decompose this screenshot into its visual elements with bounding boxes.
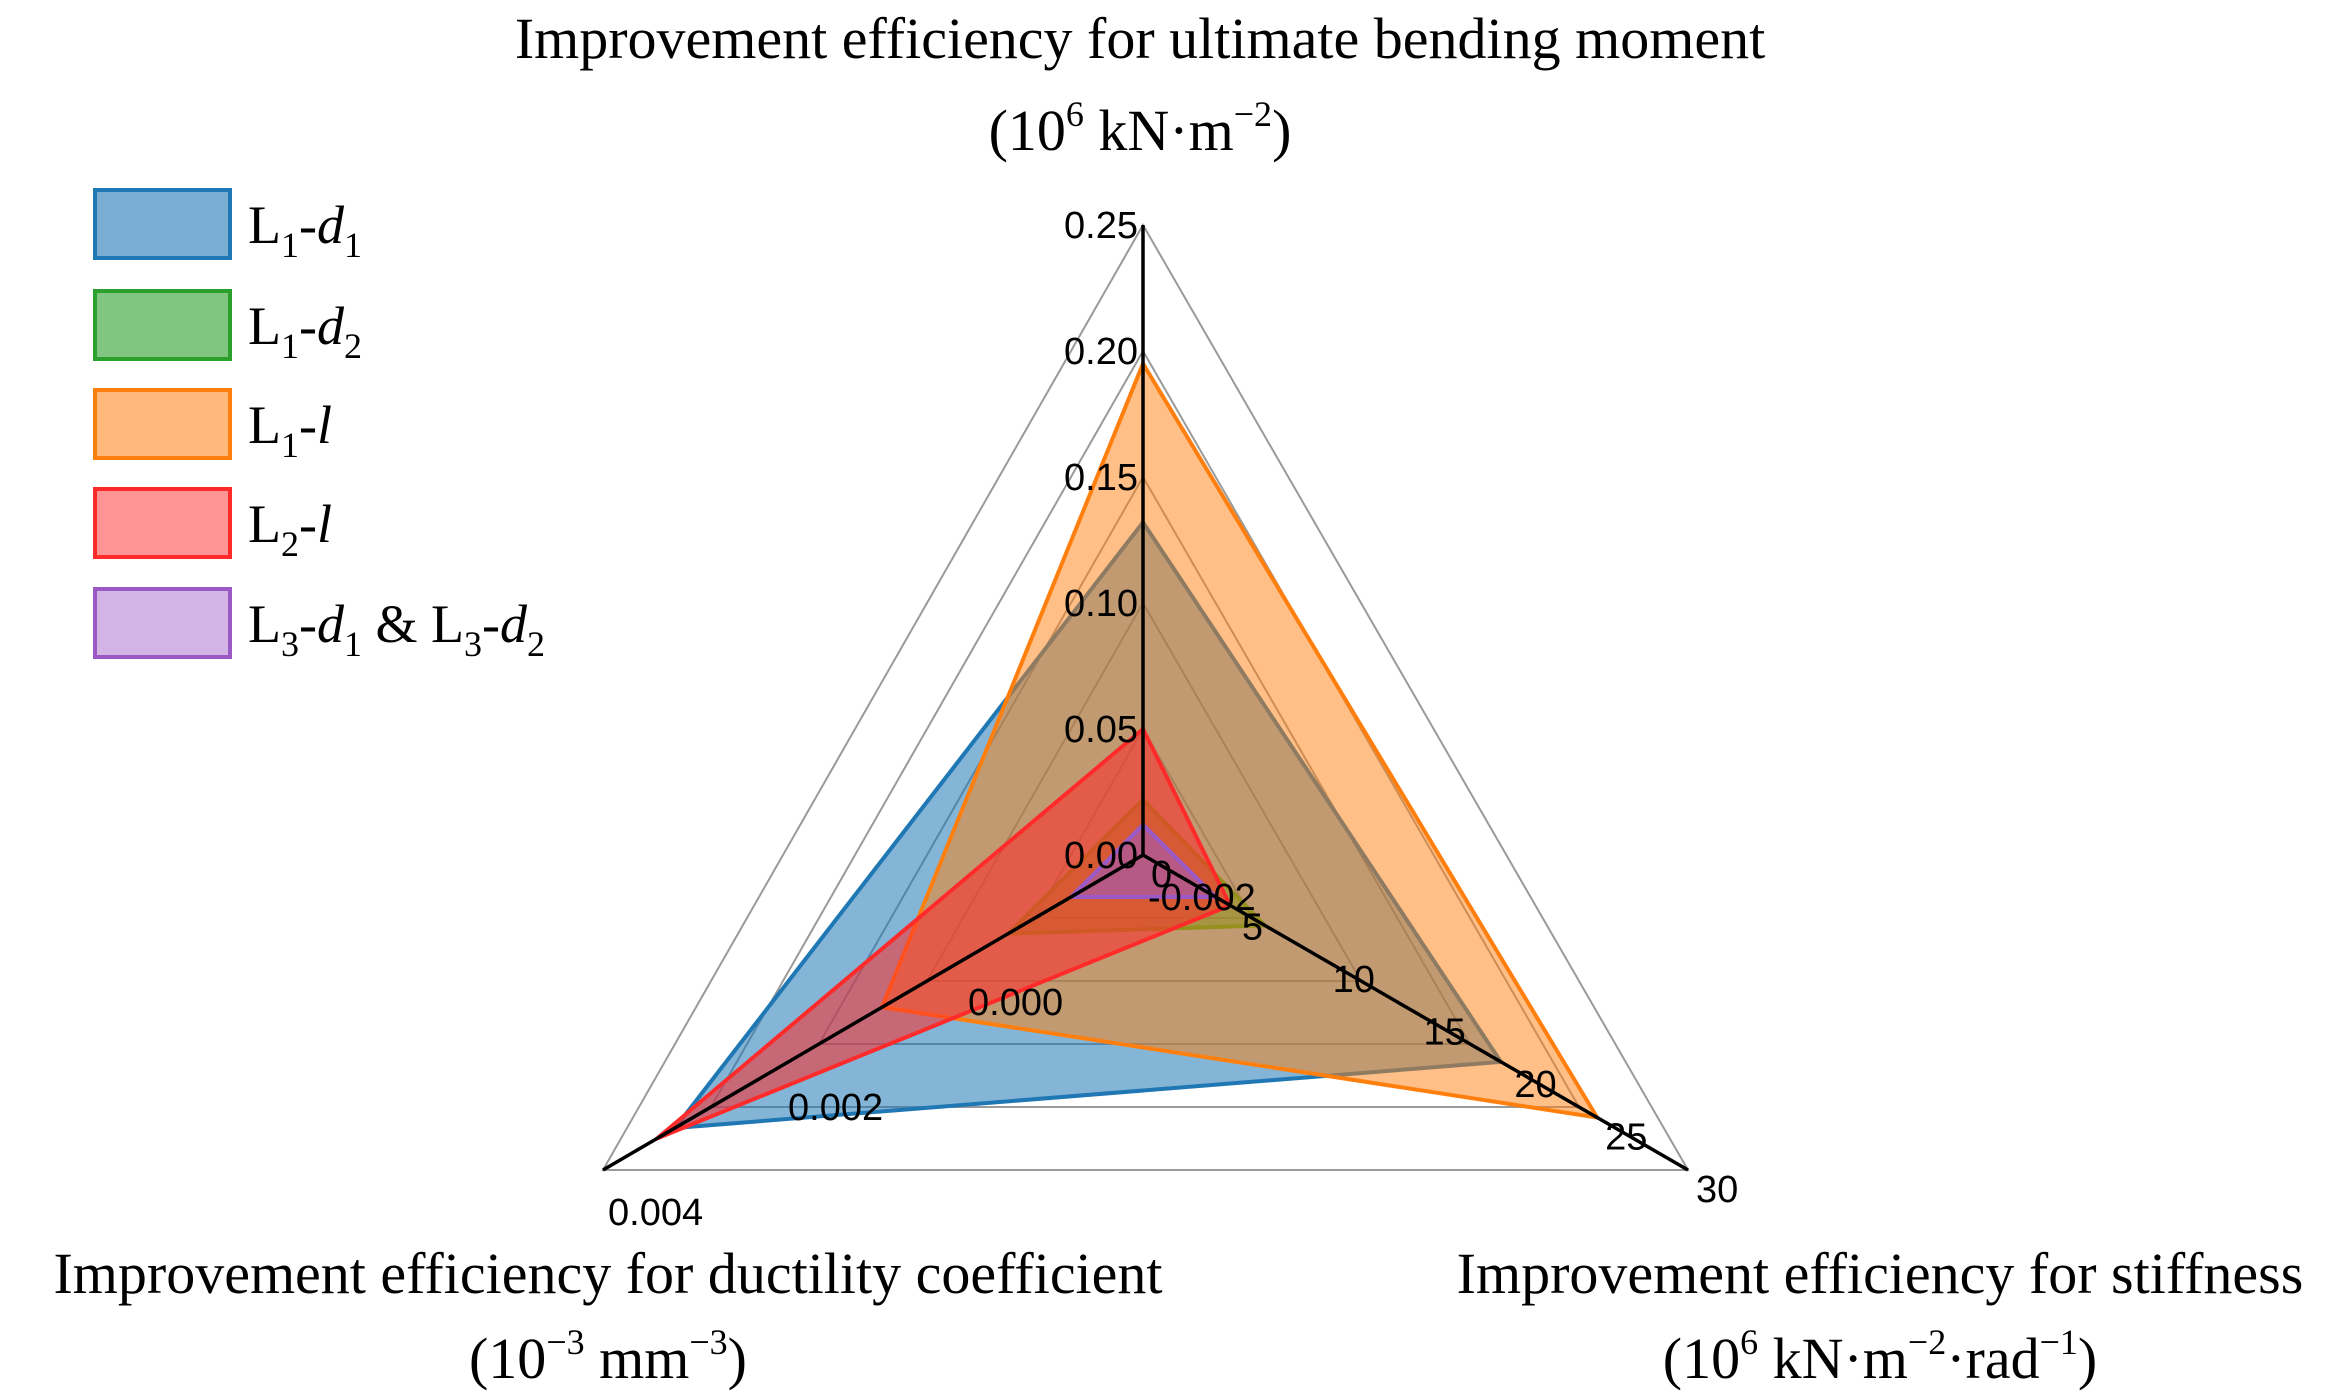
radar-axes bbox=[602, 225, 1689, 1172]
axis-unit-ductility: (10−3 mm−3) bbox=[469, 1322, 747, 1391]
legend-swatch bbox=[93, 289, 232, 361]
grid-ring bbox=[601, 222, 1690, 1171]
tick-label-ductility: -0.002 bbox=[1148, 877, 1256, 919]
legend-label: L3-d1 & L3-d2 bbox=[248, 594, 545, 664]
axis-unit-moment: (106 kN·m−2) bbox=[989, 94, 1292, 163]
tick-label-stiffness: 30 bbox=[1696, 1169, 1738, 1211]
tick-label-stiffness: 5 bbox=[1242, 907, 1263, 949]
legend-swatch bbox=[93, 487, 232, 559]
tick-label-stiffness: 15 bbox=[1424, 1012, 1466, 1054]
legend-item-l2-l: L2-l bbox=[93, 487, 332, 564]
legend-item-l1-l: L1-l bbox=[93, 388, 332, 465]
legend-swatch bbox=[93, 587, 232, 659]
tick-label-moment: 0.15 bbox=[1064, 457, 1138, 499]
series-area-l3-d1-l3-d2 bbox=[1069, 822, 1218, 899]
legend-label: L2-l bbox=[248, 494, 332, 564]
legend-swatch bbox=[93, 188, 232, 260]
tick-label-stiffness: 10 bbox=[1333, 959, 1375, 1001]
tick-label-stiffness: 0 bbox=[1151, 854, 1172, 896]
tick-label-ductility: 0.002 bbox=[788, 1087, 883, 1129]
legend-item-l1-d2: L1-d2 bbox=[93, 289, 362, 366]
axis-unit-stiffness: (106 kN·m−2·rad−1) bbox=[1663, 1322, 2097, 1391]
legend-label: L1-d2 bbox=[248, 296, 362, 366]
axis-title-moment: Improvement efficiency for ultimate bend… bbox=[515, 6, 1765, 71]
legend-label: L1-l bbox=[248, 395, 332, 465]
legend-swatch bbox=[93, 388, 232, 460]
legend: L1-d1 L1-d2 L1-l L2-l L3-d1 & L3-d2 bbox=[93, 188, 545, 664]
tick-label-stiffness: 20 bbox=[1514, 1064, 1556, 1106]
axis-title-ductility: Improvement efficiency for ductility coe… bbox=[53, 1241, 1162, 1306]
radar-tick-labels: 0.00 0.05 0.10 0.15 0.20 0.25 0 5 10 15 20 25 30 -0.0… bbox=[608, 205, 1738, 1234]
tick-label-moment: 0.00 bbox=[1064, 835, 1138, 877]
tick-label-moment: 0.10 bbox=[1064, 583, 1138, 625]
legend-item-l1-d1: L1-d1 bbox=[93, 188, 362, 265]
legend-item-l3: L3-d1 & L3-d2 bbox=[93, 587, 545, 664]
tick-label-ductility: 0.004 bbox=[608, 1192, 703, 1234]
axis-line-ductility bbox=[602, 853, 1144, 1172]
tick-label-moment: 0.05 bbox=[1064, 709, 1138, 751]
tick-label-ductility: 0.000 bbox=[968, 982, 1063, 1024]
series-area-l2-l bbox=[655, 727, 1233, 1141]
tick-label-stiffness: 25 bbox=[1605, 1117, 1647, 1159]
tick-label-moment: 0.25 bbox=[1064, 205, 1138, 247]
radar-series-areas bbox=[655, 361, 1600, 1141]
legend-label: L1-d1 bbox=[248, 195, 362, 265]
tick-label-moment: 0.20 bbox=[1064, 331, 1138, 373]
axis-title-stiffness: Improvement efficiency for stiffness bbox=[1457, 1241, 2304, 1306]
axis-line-stiffness bbox=[1142, 853, 1689, 1172]
